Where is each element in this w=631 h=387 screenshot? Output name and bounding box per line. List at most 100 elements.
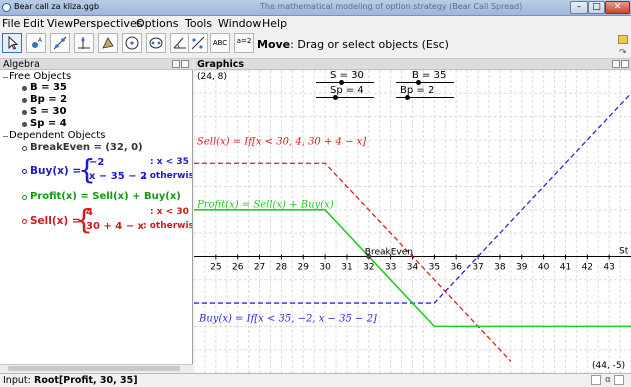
algebra-item-buy-name[interactable]: Buy(x) = xyxy=(30,165,82,177)
slider-B-handle[interactable] xyxy=(416,80,421,85)
slider-S-handle[interactable] xyxy=(339,80,344,85)
menu-perspectives[interactable]: Perspectives xyxy=(73,17,143,30)
toolbar: A ABC a=2 Move: Drag or select objects (… xyxy=(0,31,631,59)
menu-window[interactable]: Window xyxy=(218,17,262,30)
algebra-item-sell-name[interactable]: Sell(x) = xyxy=(30,215,81,227)
x-tick-label: 30 xyxy=(319,262,331,272)
redo-icon[interactable]: ↷ xyxy=(619,48,627,58)
x-tick-label: 43 xyxy=(603,262,614,272)
function-graphs xyxy=(194,92,631,362)
graphics-close-button[interactable] xyxy=(621,60,629,68)
slider-Sp-handle[interactable] xyxy=(333,95,338,100)
input-keyboard-button[interactable] xyxy=(614,375,624,385)
slider-B-label: B = 35 xyxy=(412,70,447,81)
algebra-item-S[interactable]: S = 30 xyxy=(30,106,67,117)
slider-Bp-track[interactable] xyxy=(396,97,454,98)
window-title-secondary: The mathematical modeling of option stra… xyxy=(260,2,523,11)
text-tool-button[interactable]: ABC xyxy=(210,33,230,53)
slider-Bp-handle[interactable] xyxy=(405,95,410,100)
x-tick-label: 39 xyxy=(516,262,528,272)
input-alpha-icon[interactable]: α xyxy=(605,375,611,385)
menu-view[interactable]: View xyxy=(47,17,74,30)
algebra-item-breakeven[interactable]: BreakEven = (32, 0) xyxy=(30,142,143,153)
menu-file[interactable]: File xyxy=(2,17,21,30)
reflect-icon xyxy=(191,36,205,50)
algebra-item-Bp[interactable]: Bp = 2 xyxy=(30,94,68,105)
close-button[interactable]: ✕ xyxy=(605,1,630,14)
buy-function-label: Buy(x) = If[x < 35, −2, x − 35 − 2] xyxy=(198,314,377,325)
x-tick-label: 25 xyxy=(210,262,221,272)
circle-icon xyxy=(125,36,139,50)
input-field[interactable]: Root[Profit, 30, 35] xyxy=(34,375,138,386)
x-tick-label: 38 xyxy=(494,262,506,272)
angle-tool-button[interactable] xyxy=(170,33,190,53)
menu-edit[interactable]: Edit xyxy=(23,17,45,30)
slider-S-track[interactable] xyxy=(316,82,374,83)
ellipse-tool-button[interactable] xyxy=(146,33,166,53)
slider-tool-label: a=2 xyxy=(236,37,252,45)
visibility-toggle-icon[interactable] xyxy=(22,146,27,151)
x-tick-label: 28 xyxy=(276,262,288,272)
x-tick-label: 41 xyxy=(560,262,571,272)
visibility-toggle-icon[interactable] xyxy=(22,110,27,115)
algebra-close-button[interactable] xyxy=(181,60,189,68)
visibility-toggle-icon[interactable] xyxy=(22,98,27,103)
visibility-toggle-icon[interactable] xyxy=(22,195,27,200)
x-tick-label: 40 xyxy=(538,262,550,272)
visibility-toggle-icon[interactable] xyxy=(22,219,27,224)
collapse-icon[interactable] xyxy=(3,77,8,78)
algebra-style-button[interactable] xyxy=(172,60,180,68)
ellipse-icon xyxy=(149,37,163,49)
sell-brace: { xyxy=(75,203,93,236)
visibility-toggle-icon[interactable] xyxy=(22,86,27,91)
sell-case1-value: 4 xyxy=(86,207,93,218)
menu-help[interactable]: Help xyxy=(262,17,288,30)
algebra-scrollbar-thumb[interactable] xyxy=(8,366,180,371)
x-tick-label: 27 xyxy=(254,262,265,272)
point-tool-button[interactable]: A xyxy=(26,33,46,53)
tool-help-description: : Drag or select objects (Esc) xyxy=(290,38,449,51)
slider-Sp-track[interactable] xyxy=(316,97,374,98)
algebra-item-B[interactable]: B = 35 xyxy=(30,82,67,93)
algebra-item-Sp[interactable]: Sp = 4 xyxy=(30,118,67,129)
free-objects-header: Free Objects xyxy=(9,71,72,82)
line-tool-button[interactable] xyxy=(50,33,70,53)
graphics-style-button[interactable] xyxy=(612,60,620,68)
buy-brace: { xyxy=(78,153,96,186)
input-help-button[interactable] xyxy=(591,375,601,385)
reflect-tool-button[interactable] xyxy=(188,33,208,53)
graphics-canvas[interactable]: 25 26 27 28 29 30 31 32 33 34 35 36 37 38 39 40 41 42 43 St… xyxy=(194,70,631,373)
algebra-item-profit[interactable]: Profit(x) = Sell(x) + Buy(x) xyxy=(30,191,181,202)
tool-help-text: Move: Drag or select objects (Esc) xyxy=(257,38,449,51)
corner-coordinate-top-left: (24, 8) xyxy=(197,72,227,82)
slider-B-track[interactable] xyxy=(396,82,454,83)
perpendicular-tool-button[interactable] xyxy=(74,33,94,53)
sell-function-label: Sell(x) = If[x < 30, 4, 30 + 4 − x] xyxy=(197,137,366,148)
visibility-toggle-icon[interactable] xyxy=(22,122,27,127)
breakeven-label: BreakEven xyxy=(365,247,413,257)
maximize-button[interactable]: □ xyxy=(588,1,605,14)
polygon-tool-button[interactable] xyxy=(98,33,118,53)
undo-icon[interactable] xyxy=(618,35,628,44)
slider-Sp-label: Sp = 4 xyxy=(330,85,364,96)
corner-coordinate-bottom-right: (44, -5) xyxy=(592,361,626,371)
graphics-title: Graphics xyxy=(197,59,244,70)
menu-options[interactable]: Options xyxy=(136,17,179,30)
menu-tools[interactable]: Tools xyxy=(185,17,213,30)
menu-bar: File Edit View Perspectives Options Tool… xyxy=(0,16,631,31)
graphics-view[interactable]: 25 26 27 28 29 30 31 32 33 34 35 36 37 38 39 40 41 42 43 St… xyxy=(194,70,631,373)
slider-tool-button[interactable]: a=2 xyxy=(234,33,254,53)
x-axis-label: St xyxy=(619,246,629,256)
algebra-title: Algebra xyxy=(3,59,40,70)
x-tick-label: 37 xyxy=(472,262,483,272)
minimize-button[interactable]: – xyxy=(570,1,588,14)
tool-help-name: Move xyxy=(257,38,291,51)
visibility-toggle-icon[interactable] xyxy=(22,169,27,174)
circle-tool-button[interactable] xyxy=(122,33,142,53)
collapse-icon[interactable] xyxy=(3,136,8,137)
breakeven-point xyxy=(366,253,372,259)
move-tool-button[interactable] xyxy=(2,33,22,53)
sell-case1-condition: : x < 30 xyxy=(150,207,189,217)
buy-case2-condition: : otherwise xyxy=(143,171,192,181)
x-tick-label: 29 xyxy=(298,262,310,272)
